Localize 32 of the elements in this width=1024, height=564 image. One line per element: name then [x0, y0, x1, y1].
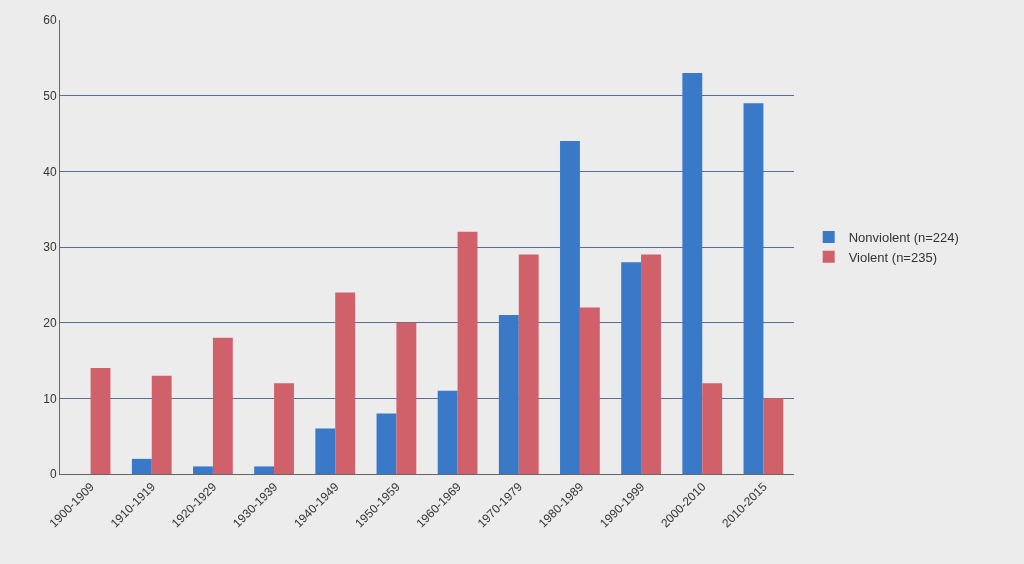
- bar: [560, 141, 580, 474]
- bar: [335, 292, 356, 474]
- bar: [518, 254, 539, 474]
- bar: [743, 103, 764, 474]
- bar: [212, 337, 233, 474]
- bar: [90, 368, 111, 474]
- bar: [396, 322, 417, 474]
- y-tick-label: 60: [43, 13, 57, 28]
- legend-label: Violent (n=235): [848, 249, 937, 265]
- bar: [498, 315, 519, 474]
- y-tick-label: 30: [43, 240, 57, 255]
- bar: [763, 398, 784, 474]
- bar: [131, 458, 152, 474]
- bar: [274, 383, 294, 474]
- y-tick-label: 0: [49, 467, 57, 482]
- bar: [457, 231, 478, 474]
- bar: [702, 383, 723, 474]
- bar: [579, 307, 600, 474]
- bar: [151, 375, 172, 474]
- bar: [682, 72, 703, 474]
- y-tick-label: 50: [43, 88, 57, 103]
- bar: [193, 466, 213, 474]
- bar: [315, 428, 336, 474]
- legend-label: Nonviolent (n=224): [848, 230, 959, 246]
- bar: [641, 254, 661, 474]
- bar: [621, 262, 642, 474]
- y-tick-label: 20: [43, 315, 57, 330]
- y-tick-label: 10: [43, 391, 57, 406]
- bar: [254, 466, 275, 474]
- y-tick-label: 40: [43, 164, 57, 179]
- bar: [437, 390, 458, 474]
- bar: [376, 413, 397, 474]
